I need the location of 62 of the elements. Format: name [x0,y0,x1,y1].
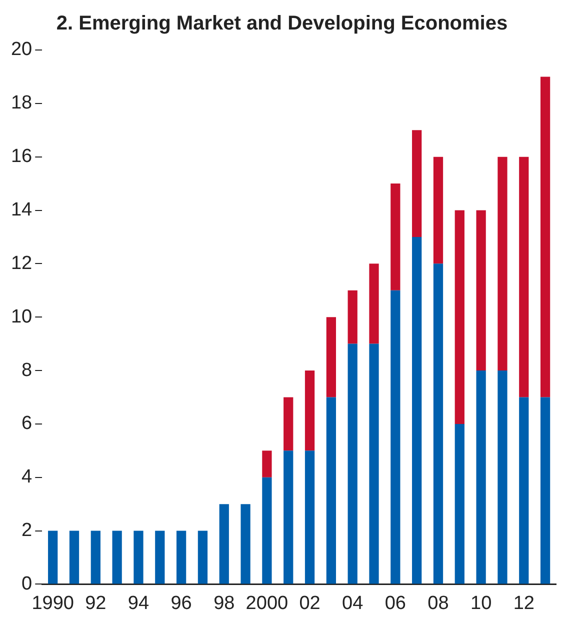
bar [412,236,422,584]
x-tick-label: 96 [170,592,192,614]
bar [134,530,144,584]
y-tick-label: 18 [10,92,32,114]
bar [454,210,464,424]
bar [176,530,186,584]
bar [155,530,165,584]
bar [48,530,58,584]
bar [284,397,294,451]
bar [519,397,529,584]
bar [540,397,550,584]
y-tick-label: 6 [22,413,32,434]
y-tick-label: 20 [10,39,32,60]
bar [69,530,80,584]
x-tick-label: 02 [299,592,320,614]
x-tick-label: 1990 [32,592,74,614]
bar [198,530,208,584]
x-tick-label: 06 [384,592,406,614]
bar [390,290,400,584]
bar [476,210,486,371]
x-tick-label: 92 [85,592,106,614]
x-tick-label: 12 [513,592,534,614]
bar [433,156,444,264]
bar [112,530,122,584]
bar [240,504,250,584]
bar [498,370,508,584]
y-tick-label: 0 [22,573,32,594]
bar [540,76,550,398]
y-tick-label: 14 [10,199,33,220]
bar [284,450,294,584]
chart-title: 2. Emerging Market and Developing Economies [56,12,508,35]
bar [519,156,529,398]
bar [476,370,486,584]
bar [369,264,379,344]
bar [304,450,315,584]
bar [90,530,100,584]
bar [454,424,464,584]
bar [412,130,422,237]
bar [348,344,358,584]
y-tick-label: 2 [22,520,32,542]
bar [348,290,358,344]
bar [390,184,400,290]
y-tick-label: 12 [10,252,32,274]
bar [326,317,336,398]
bar [498,156,508,371]
y-tick-label: 10 [10,306,32,328]
x-tick-label: 10 [470,592,492,614]
bar [326,397,336,584]
bar [219,504,229,584]
x-tick-label: 94 [128,592,150,614]
x-tick-label: 98 [214,592,235,614]
y-tick-label: 4 [22,466,33,488]
bar [304,370,315,451]
x-tick-label: 2000 [246,592,288,614]
bar [262,450,272,478]
x-tick-label: 08 [428,592,449,614]
bar [369,344,379,584]
y-tick-label: 8 [22,360,32,381]
bar [433,264,444,584]
y-tick-label: 16 [10,146,32,168]
x-tick-label: 04 [342,592,364,614]
bar [262,477,272,584]
